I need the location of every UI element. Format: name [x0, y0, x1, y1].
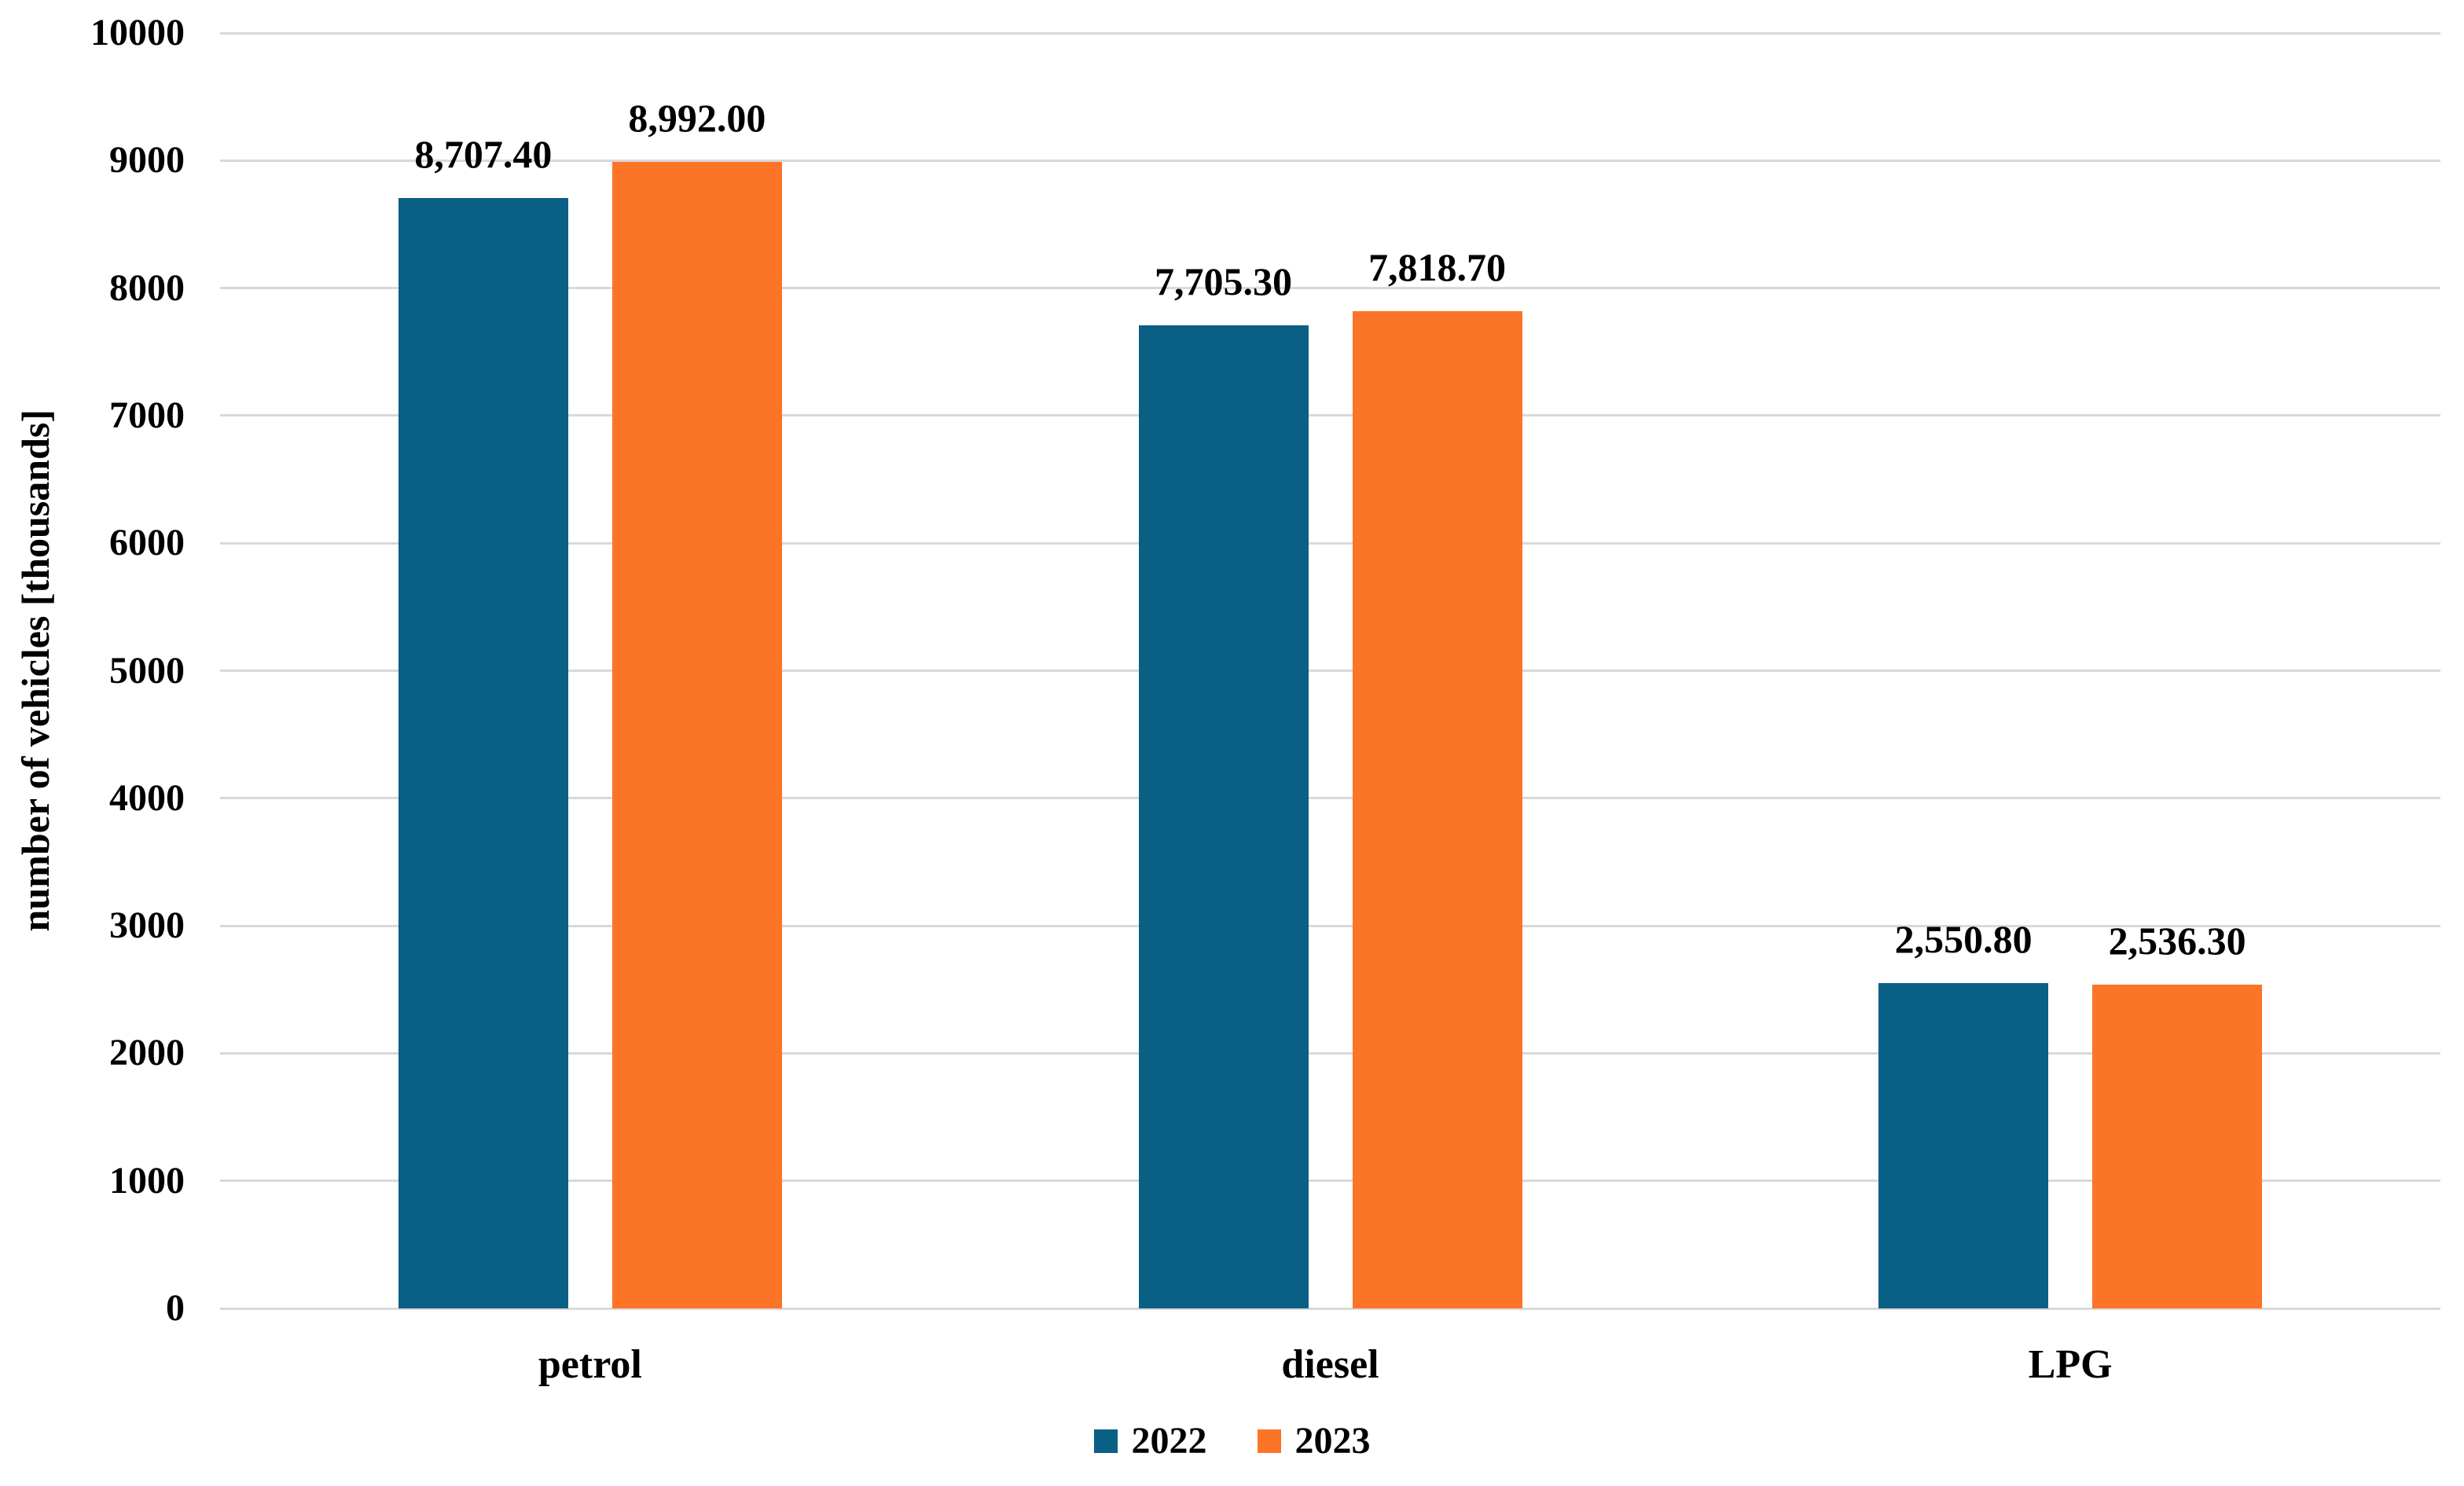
gridline-7000	[220, 414, 2440, 417]
bar-value-label-2023-petrol: 8,992.00	[628, 95, 766, 140]
gridline-2000	[220, 1051, 2440, 1055]
legend-label-2023: 2023	[1294, 1420, 1371, 1462]
bar-2022-diesel	[1138, 325, 1309, 1308]
gridline-5000	[220, 670, 2440, 672]
bar-2023-petrol	[611, 161, 782, 1308]
legend-swatch-icon-2023	[1257, 1429, 1281, 1453]
bar-value-label-2023-lpg: 2,536.30	[2108, 919, 2246, 963]
gridline-4000	[220, 797, 2440, 800]
legend-item-2023: 2023	[1257, 1419, 1371, 1463]
bar-value-label-2022-diesel: 7,705.30	[1155, 259, 1292, 304]
gridline-1000	[220, 1180, 2440, 1183]
bar-2023-lpg	[2092, 985, 2263, 1308]
legend: 2022 2023	[0, 1419, 2464, 1463]
y-tick-label-0: 0	[166, 1287, 185, 1329]
bar-2023-diesel	[1352, 311, 1522, 1308]
y-tick-label-9000: 9000	[109, 139, 185, 182]
y-tick-label-4000: 4000	[109, 776, 185, 819]
gridline-8000	[220, 287, 2440, 290]
y-tick-label-8000: 8000	[109, 266, 185, 309]
legend-item-2022: 2022	[1093, 1419, 1207, 1463]
legend-label-2022: 2022	[1131, 1420, 1207, 1462]
y-tick-label-7000: 7000	[109, 394, 185, 436]
y-tick-label-6000: 6000	[109, 522, 185, 564]
gridline-9000	[220, 159, 2440, 162]
y-tick-label-10000: 10000	[90, 12, 185, 53]
x-category-label-lpg: LPG	[2028, 1342, 2113, 1387]
bar-value-label-2022-lpg: 2,550.80	[1894, 917, 2033, 961]
y-tick-label-1000: 1000	[109, 1159, 185, 1202]
y-tick-label-2000: 2000	[109, 1032, 185, 1074]
y-tick-label-5000: 5000	[109, 649, 185, 692]
bar-2022-petrol	[398, 197, 568, 1308]
bar-value-label-2022-petrol: 8,707.40	[414, 131, 553, 176]
y-tick-label-3000: 3000	[109, 904, 185, 947]
gridline-6000	[220, 541, 2440, 545]
gridline-10000	[220, 31, 2440, 35]
gridline-3000	[220, 924, 2440, 927]
bar-value-label-2023-diesel: 7,818.70	[1368, 245, 1506, 290]
gridline-0	[220, 1307, 2440, 1310]
x-category-label-petrol: petrol	[538, 1342, 642, 1387]
bar-2022-lpg	[1878, 983, 2049, 1308]
legend-swatch-icon-2022	[1093, 1429, 1118, 1453]
x-category-label-diesel: diesel	[1281, 1342, 1379, 1387]
